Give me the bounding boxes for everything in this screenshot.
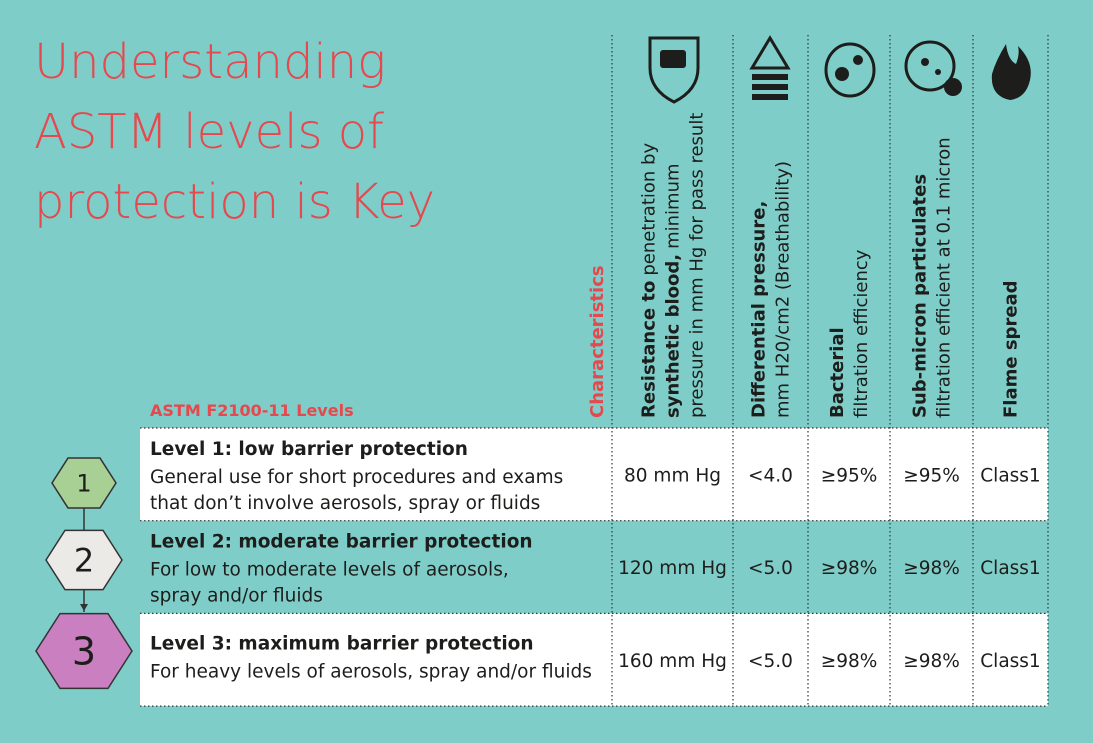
level-number: 2 bbox=[74, 542, 94, 580]
row-band bbox=[140, 613, 1048, 707]
cell-value: ≥98% bbox=[821, 558, 878, 579]
row-bands bbox=[140, 428, 1048, 707]
row-band bbox=[140, 520, 1048, 614]
warning-icon bbox=[749, 35, 791, 70]
cell-value: 80 mm Hg bbox=[624, 465, 721, 486]
header-bold: Bacterial bbox=[827, 327, 848, 418]
hand-icon bbox=[660, 50, 686, 68]
column-header: filtration efficiency bbox=[851, 249, 872, 418]
level-description: For low to moderate levels of aerosols, bbox=[150, 560, 509, 581]
flame-icon bbox=[991, 44, 1031, 100]
gear-icon bbox=[835, 67, 849, 81]
bar-icon bbox=[752, 74, 788, 80]
arrowhead bbox=[80, 604, 88, 611]
row-band bbox=[140, 428, 1048, 521]
characteristics-label: Characteristics bbox=[587, 265, 608, 418]
levels-label: ASTM F2100-11 Levels bbox=[150, 401, 354, 420]
level-hexagon bbox=[45, 529, 123, 591]
header-text: minimum bbox=[663, 163, 684, 248]
header-text: filtration efficient at 0.1 micron bbox=[934, 137, 955, 418]
level-hexagon bbox=[35, 612, 133, 690]
header-bold: synthetic blood, bbox=[663, 254, 684, 418]
particle bbox=[935, 69, 941, 75]
header-bold: Resistance to bbox=[639, 281, 660, 418]
header-text: mm H20/cm2 (Breathability) bbox=[773, 161, 794, 418]
icons bbox=[648, 35, 1031, 104]
header-bold: Flame spread bbox=[1001, 280, 1022, 418]
level-title: Level 2: moderate barrier protection bbox=[150, 532, 533, 553]
column-header: synthetic blood, minimum bbox=[663, 163, 684, 418]
level-description: spray and/or fluids bbox=[150, 586, 323, 607]
title-line: protection is Key bbox=[34, 174, 435, 230]
bar-icon bbox=[752, 94, 788, 100]
column-header: Differential pressure, bbox=[749, 201, 770, 418]
cell-value: 160 mm Hg bbox=[618, 651, 727, 672]
cell-value: <5.0 bbox=[748, 558, 793, 579]
column-header: Flame spread bbox=[1001, 280, 1022, 418]
cell-value: ≥98% bbox=[903, 558, 960, 579]
column-header: filtration efficient at 0.1 micron bbox=[934, 137, 955, 418]
gear-icon bbox=[853, 55, 863, 65]
cell-value: 120 mm Hg bbox=[618, 558, 727, 579]
level-title: Level 1: low barrier protection bbox=[150, 439, 468, 460]
cell-value: ≥95% bbox=[821, 465, 878, 486]
title-line: ASTM levels of bbox=[34, 104, 384, 160]
bar-icon bbox=[752, 84, 788, 90]
column-header: mm H20/cm2 (Breathability) bbox=[773, 161, 794, 418]
level-description: General use for short procedures and exa… bbox=[150, 467, 563, 488]
level-hexagon bbox=[51, 457, 117, 509]
alert-icon bbox=[944, 78, 962, 96]
column-header: Resistance to penetration by bbox=[639, 143, 660, 418]
cell-value: ≥98% bbox=[821, 651, 878, 672]
cell-value: Class1 bbox=[980, 558, 1040, 579]
cell-value: <4.0 bbox=[748, 465, 793, 486]
level-description: that don’t involve aerosols, spray or fl… bbox=[150, 493, 540, 514]
header-text: penetration by bbox=[639, 143, 660, 276]
column-header: Bacterial bbox=[827, 327, 848, 418]
cell-value: <5.0 bbox=[748, 651, 793, 672]
cell-value: ≥95% bbox=[903, 465, 960, 486]
header-bold: Sub-micron particulates bbox=[910, 174, 931, 418]
cell-value: Class1 bbox=[980, 651, 1040, 672]
bacteria-icon bbox=[824, 42, 876, 98]
particle bbox=[921, 58, 929, 66]
particle-icon bbox=[904, 40, 956, 92]
cell-value: ≥98% bbox=[903, 651, 960, 672]
header-bold: Differential pressure, bbox=[749, 201, 770, 418]
column-header: Sub-micron particulates bbox=[910, 174, 931, 418]
level-number: 1 bbox=[76, 470, 91, 498]
title-line: Understanding bbox=[34, 34, 386, 90]
header-text: filtration efficiency bbox=[851, 249, 872, 418]
cell-value: Class1 bbox=[980, 465, 1040, 486]
level-title: Level 3: maximum barrier protection bbox=[150, 633, 534, 654]
header-text: pressure in mm Hg for pass result bbox=[687, 113, 708, 418]
level-number: 3 bbox=[72, 630, 96, 674]
column-header: pressure in mm Hg for pass result bbox=[687, 113, 708, 418]
level-description: For heavy levels of aerosols, spray and/… bbox=[150, 661, 592, 682]
shield-icon bbox=[648, 36, 700, 104]
